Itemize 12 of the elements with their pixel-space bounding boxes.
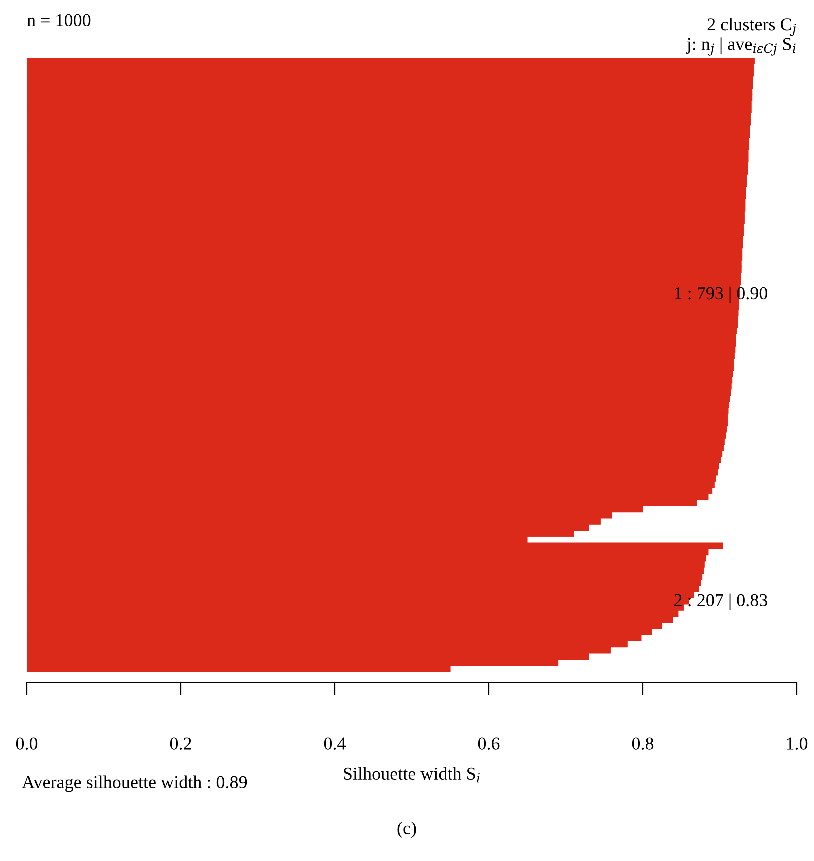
x-tick-label: 0.6 [478, 738, 500, 750]
x-tick-label: 0.0 [16, 738, 38, 750]
chart-title: n = 1000 [27, 14, 91, 27]
text: (c) [398, 822, 416, 838]
x-tick-label: 0.4 [324, 738, 346, 750]
x-tick-label: 0.2 [170, 738, 192, 750]
x-tick-label: 0.8 [632, 738, 654, 750]
text: Average silhouette width : 0.89 [22, 776, 248, 792]
annotation: 2 : 207 | 0.83 [674, 594, 768, 610]
text: 2 clusters C$_{j}$ j: n$_{j}$ | ave$_{iεCj}$ S$_{i}$ [686, 18, 796, 56]
x-tick-label: 1.0 [787, 738, 808, 750]
x-axis-title: Silhouette width S$_{i}$ [344, 767, 480, 783]
